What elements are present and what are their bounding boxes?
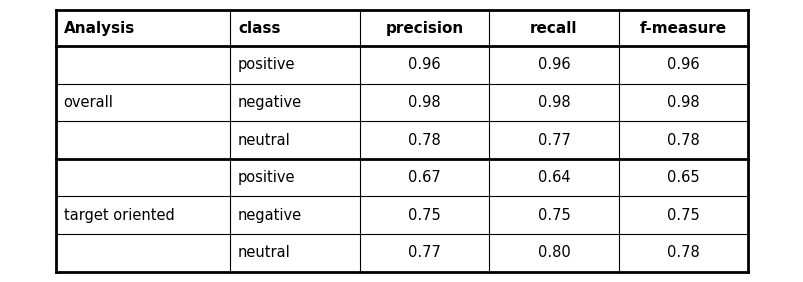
Text: 0.67: 0.67 — [408, 170, 440, 185]
Text: 0.75: 0.75 — [408, 208, 440, 223]
Text: 0.78: 0.78 — [666, 245, 699, 260]
Text: target oriented: target oriented — [63, 208, 174, 223]
Text: 0.75: 0.75 — [537, 208, 569, 223]
Text: neutral: neutral — [238, 245, 291, 260]
Text: 0.96: 0.96 — [666, 57, 699, 72]
Text: 0.98: 0.98 — [666, 95, 699, 110]
Text: f-measure: f-measure — [639, 21, 726, 36]
Text: 0.80: 0.80 — [537, 245, 569, 260]
Text: 0.77: 0.77 — [407, 245, 440, 260]
Text: 0.96: 0.96 — [537, 57, 569, 72]
Text: neutral: neutral — [238, 133, 291, 147]
Text: negative: negative — [238, 95, 302, 110]
Text: 0.78: 0.78 — [666, 133, 699, 147]
Text: negative: negative — [238, 208, 302, 223]
Text: 0.75: 0.75 — [666, 208, 699, 223]
Text: 0.77: 0.77 — [537, 133, 569, 147]
Text: positive: positive — [238, 57, 296, 72]
Text: 0.98: 0.98 — [537, 95, 569, 110]
Text: precision: precision — [385, 21, 463, 36]
Text: positive: positive — [238, 170, 296, 185]
Text: 0.98: 0.98 — [408, 95, 440, 110]
Text: 0.65: 0.65 — [666, 170, 699, 185]
Text: 0.64: 0.64 — [537, 170, 569, 185]
Text: Analysis: Analysis — [63, 21, 135, 36]
Text: 0.96: 0.96 — [408, 57, 440, 72]
Text: overall: overall — [63, 95, 113, 110]
Text: 0.78: 0.78 — [408, 133, 440, 147]
Text: class: class — [238, 21, 280, 36]
Text: recall: recall — [529, 21, 577, 36]
